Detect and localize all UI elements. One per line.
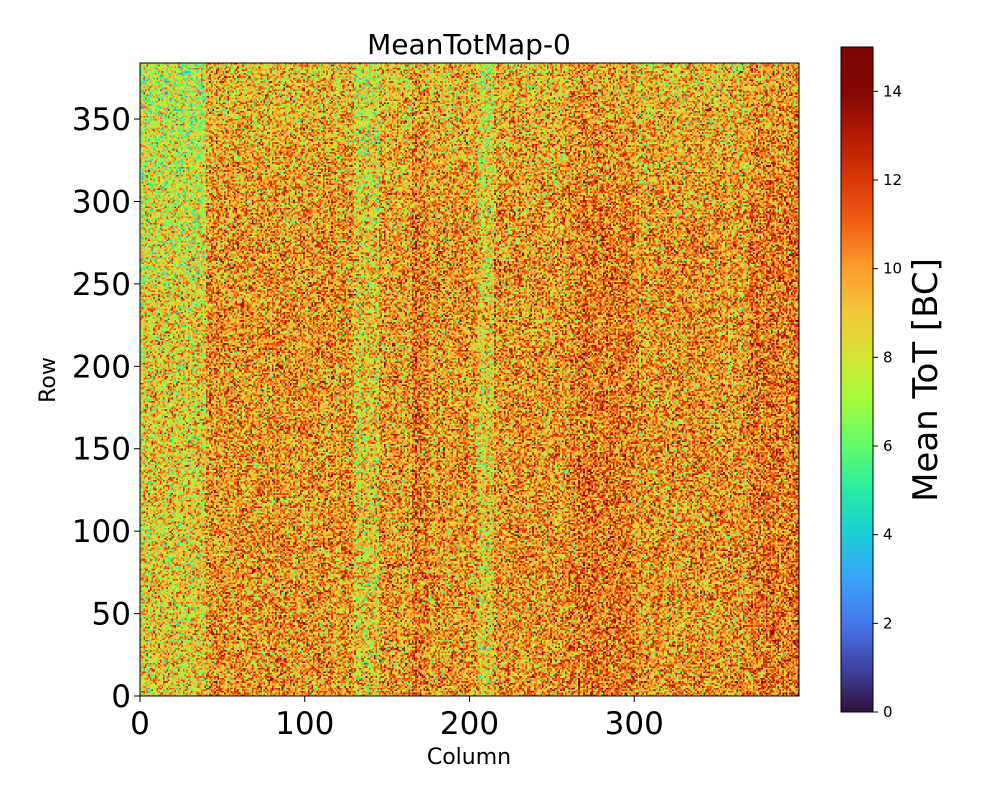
colorbar-tick-label: 0 [883,703,893,721]
y-axis: 0 50 100 150 200 250 300 350 [72,102,140,715]
chart-title: MeanTotMap-0 [367,28,571,61]
x-axis-label: Column [427,745,511,770]
colorbar-tick-label: 4 [883,526,893,544]
y-tick-label: 50 [92,597,131,633]
colorbar-tick-label: 2 [883,614,893,632]
colorbar-tick-label: 6 [883,437,893,455]
colorbar-tick-label: 12 [883,171,902,189]
y-tick-label: 200 [72,349,131,385]
colorbar-tick-label: 8 [883,348,893,366]
colorbar-label: Mean ToT [BC] [906,258,946,502]
plot-area [140,63,799,696]
heatmap-image [140,63,799,696]
colorbar-axis: 0 2 4 6 8 10 12 14 [873,82,902,721]
y-tick-label: 0 [111,679,131,715]
colorbar-tick-label: 10 [883,260,902,278]
y-tick-label: 250 [72,267,131,303]
colorbar-tick-label: 14 [883,82,902,100]
x-tick-label: 0 [130,706,150,742]
y-tick-label: 300 [72,184,131,220]
x-axis: 0 100 200 300 [130,696,664,742]
x-tick-label: 200 [440,706,499,742]
y-tick-label: 100 [72,514,131,550]
y-axis-label: Row [36,357,61,403]
colorbar [840,46,874,713]
y-tick-label: 150 [72,432,131,468]
y-tick-label: 350 [72,102,131,138]
x-tick-label: 100 [275,706,334,742]
x-tick-label: 300 [605,706,664,742]
